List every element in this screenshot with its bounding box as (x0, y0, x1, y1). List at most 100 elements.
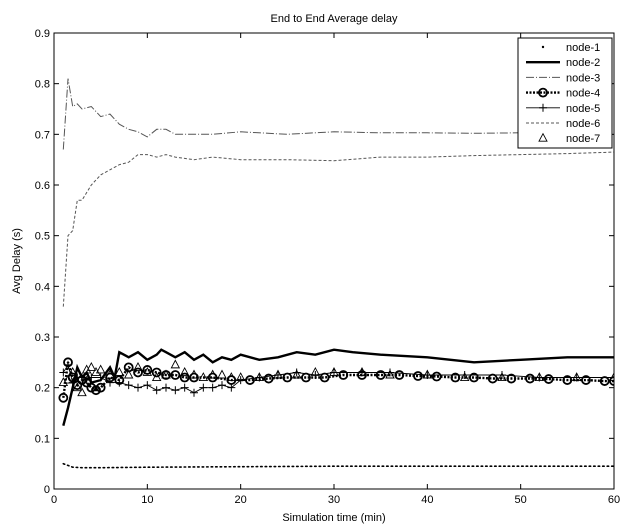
triangle-marker (422, 369, 433, 379)
y-tick-label: 0 (44, 484, 50, 496)
x-tick-label: 60 (608, 494, 620, 506)
triangle-marker (86, 361, 97, 371)
chart-title: End to End Average delay (270, 13, 398, 25)
circle-marker (338, 370, 349, 380)
triangle-marker (81, 364, 92, 374)
triangle-marker (133, 361, 143, 371)
plus-marker (78, 373, 86, 382)
triangle-marker (235, 372, 246, 381)
triangle-marker (217, 369, 227, 379)
triangle-marker (571, 372, 582, 381)
circle-marker (170, 370, 181, 380)
circle-marker (538, 87, 548, 98)
plus-marker (96, 373, 105, 382)
triangle-marker (189, 369, 199, 379)
y-tick-label: 0.4 (35, 281, 50, 293)
circle-marker (431, 371, 442, 382)
circle-marker (562, 375, 573, 385)
triangle-marker (310, 367, 321, 376)
circle-marker (58, 392, 69, 403)
series-node-7 (58, 359, 614, 397)
series-node-6 (62, 151, 614, 307)
series-node-4 (58, 357, 614, 403)
circle-marker (95, 382, 106, 393)
plus-marker (152, 386, 161, 395)
circle-marker (543, 374, 554, 384)
circle-marker (450, 372, 461, 383)
legend-label: node-5 (566, 103, 600, 115)
circle-marker (487, 373, 498, 384)
circle-marker (506, 373, 517, 384)
triangle-marker (459, 372, 470, 381)
triangle-marker (357, 367, 367, 376)
plus-marker (134, 383, 142, 392)
plus-marker (311, 371, 320, 379)
triangle-marker (207, 369, 218, 379)
plus-marker (539, 103, 547, 112)
y-tick-label: 0.7 (35, 129, 50, 141)
circle-marker (469, 372, 479, 383)
legend-label: node-2 (566, 57, 600, 69)
series-line-node-6 (62, 151, 614, 307)
plus-marker (236, 376, 245, 385)
triangle-marker (273, 369, 283, 379)
x-axis-label: Simulation time (min) (282, 512, 385, 524)
x-tick-label: 20 (235, 494, 247, 506)
y-tick-label: 0.1 (35, 433, 50, 445)
series-line-node-3 (62, 78, 614, 150)
triangle-marker (123, 369, 134, 379)
legend: node-1 node-2 node-3 node-4 node-5 node-6 node… (517, 37, 613, 149)
plus-marker (227, 383, 236, 392)
triangle-marker (226, 372, 237, 381)
plus-marker (115, 378, 124, 387)
plus-marker (64, 360, 72, 369)
circle-marker (263, 373, 274, 384)
y-tick-label: 0.5 (35, 231, 50, 243)
triangle-marker (609, 372, 614, 381)
series-node-3 (62, 78, 614, 150)
plus-marker (218, 381, 226, 390)
triangle-marker (291, 369, 302, 379)
legend-label: node-1 (566, 42, 600, 54)
plus-marker (143, 381, 152, 390)
y-tick-label: 0.2 (35, 383, 50, 395)
triangle-marker (198, 372, 209, 381)
triangle-marker (72, 382, 83, 392)
legend-label: node-7 (566, 133, 600, 145)
legend-label: node-4 (566, 88, 600, 100)
circle-marker (142, 365, 153, 375)
plus-marker (68, 378, 77, 387)
triangle-marker (77, 387, 87, 397)
triangle-marker (58, 377, 69, 387)
ticks-layer: 0 10 20 30 40 50 60 0 0.1 0.2 0.3 0.4 0.5 0.6 0.7 0.8 0.… (35, 28, 620, 506)
triangle-marker (161, 369, 171, 379)
plus-marker (208, 383, 217, 392)
y-axis-label: Avg Delay (s) (11, 228, 23, 294)
x-tick-label: 50 (515, 494, 527, 506)
legend-label: node-3 (566, 72, 600, 84)
circle-marker (133, 367, 143, 378)
circle-marker (151, 367, 162, 378)
plus-marker (82, 376, 91, 385)
plus-marker (124, 381, 133, 390)
triangle-marker (538, 132, 548, 142)
y-tick-label: 0.6 (35, 180, 50, 192)
plus-marker (190, 388, 198, 397)
point-marker (541, 45, 545, 49)
circle-marker (525, 373, 535, 384)
x-tick-label: 40 (421, 494, 433, 506)
triangle-marker (534, 372, 545, 381)
plus-marker (199, 383, 208, 392)
triangle-marker (95, 364, 106, 374)
triangle-marker (329, 367, 339, 376)
y-tick-label: 0.8 (35, 79, 50, 91)
triangle-marker (91, 367, 101, 376)
circle-marker (245, 375, 255, 385)
plus-marker (171, 386, 180, 395)
circle-marker (609, 376, 614, 386)
triangle-marker (63, 374, 73, 384)
triangle-marker (170, 359, 181, 369)
plus-marker (180, 383, 189, 392)
plus-marker (162, 383, 170, 392)
